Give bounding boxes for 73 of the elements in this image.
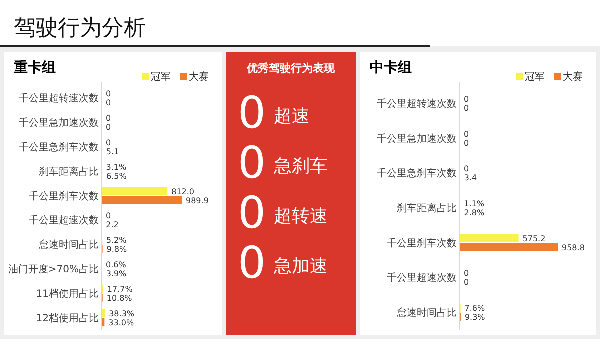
data-label: 17.7%	[107, 284, 134, 294]
bar	[102, 318, 105, 326]
y-tick-label: 千公里超速次数	[387, 272, 457, 284]
text: 驾驶行为分析	[14, 16, 146, 41]
y-tick-label: 千公里刹车次数	[29, 190, 99, 202]
chart-title: 重卡组	[13, 60, 56, 76]
data-label: 3.4	[464, 174, 478, 183]
y-tick-label: 千公里超转速次数	[377, 98, 457, 110]
bar	[102, 196, 182, 204]
bar	[460, 234, 519, 242]
data-label: 9.3%	[464, 313, 486, 322]
data-label: 38.3%	[109, 309, 135, 318]
category-label: 急加速	[273, 256, 328, 277]
data-label: 6.5%	[106, 172, 128, 181]
category-label: 急刹车	[273, 156, 328, 177]
data-label: 5.1	[106, 148, 120, 156]
data-label: 958.8	[562, 243, 585, 252]
data-label: 7.6%	[464, 304, 486, 314]
y-tick-label: 千公里刹车次数	[387, 237, 457, 250]
data-label: 0	[238, 238, 266, 289]
data-label: 0	[106, 138, 112, 148]
bar	[102, 187, 168, 196]
data-label: 0	[106, 114, 112, 124]
data-label: 0	[464, 138, 470, 148]
data-label: 3.9%	[106, 270, 128, 278]
y-tick-label: 12档使用占比	[36, 312, 99, 324]
chart-title: 中卡组	[370, 60, 412, 76]
bar	[102, 309, 106, 318]
data-label: 0	[238, 88, 266, 139]
y-tick-label: 千公里急加速次数	[19, 117, 99, 130]
category-label: 超转速	[274, 206, 328, 227]
data-label: 5.2%	[106, 236, 128, 246]
data-label: 2.2	[106, 220, 119, 230]
data-label: 0	[106, 212, 112, 221]
data-label: 0	[464, 130, 470, 139]
data-label: 2.8%	[464, 208, 486, 218]
y-tick-label: 千公里超速次数	[29, 214, 99, 227]
data-label: 0	[464, 94, 470, 104]
data-label: 3.1%	[106, 162, 127, 172]
legend-label: 冠军	[525, 72, 545, 83]
data-label: 575.2	[522, 234, 546, 244]
data-label: 0	[238, 188, 266, 239]
data-label: 0	[106, 98, 112, 108]
legend-label: 大赛	[189, 71, 209, 83]
data-label: 812.0	[172, 187, 195, 196]
y-tick-label: 刹车距离占比	[397, 202, 457, 214]
y-tick-label: 千公里急刹车次数	[377, 168, 457, 180]
y-tick-label: 油门开度>70%占比	[8, 264, 99, 276]
data-label: 0	[464, 278, 470, 288]
y-tick-label: 11档使用占比	[36, 288, 99, 300]
y-tick-label: 千公里急加速次数	[377, 132, 457, 145]
y-tick-label: 千公里超转速次数	[19, 92, 99, 105]
data-label: 0	[464, 164, 470, 174]
data-label: 33.0%	[108, 318, 134, 328]
data-label: 0.6%	[106, 260, 127, 270]
y-tick-label: 刹车距离占比	[39, 166, 99, 178]
data-label: 0	[106, 123, 112, 132]
text: 优秀驾驶行为表现	[246, 62, 336, 75]
data-label: 0	[106, 90, 112, 99]
data-label: 989.9	[186, 196, 209, 206]
category-label: 超速	[274, 106, 310, 127]
y-tick-label: 千公里急刹车次数	[19, 142, 99, 154]
data-label: 10.8%	[106, 294, 133, 303]
y-tick-label: 怠速时间占比	[396, 307, 457, 320]
data-label: 0	[464, 269, 470, 278]
legend-label: 大赛	[563, 71, 583, 83]
bar	[460, 243, 558, 252]
data-label: 1.1%	[464, 200, 485, 208]
legend-label: 冠军	[151, 72, 171, 83]
data-label: 0	[464, 104, 470, 113]
data-label: 0	[238, 138, 266, 189]
y-tick-label: 怠速时间占比	[38, 239, 99, 252]
data-label: 9.8%	[106, 245, 128, 254]
